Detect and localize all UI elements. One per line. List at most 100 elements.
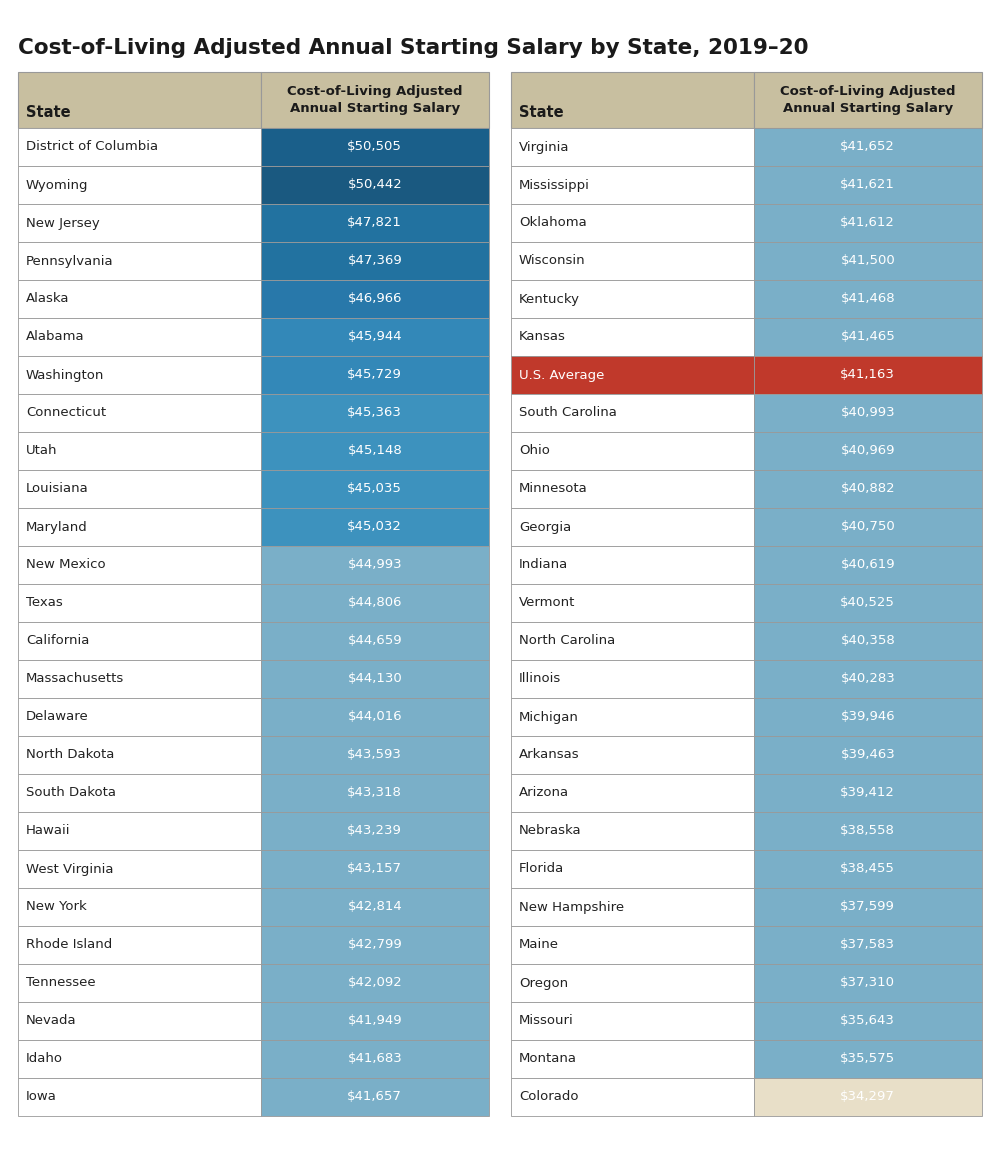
Text: $39,463: $39,463 — [840, 749, 895, 762]
Bar — [261, 280, 489, 318]
Text: $47,821: $47,821 — [347, 216, 402, 230]
Text: $40,358: $40,358 — [840, 635, 895, 648]
Bar — [18, 659, 261, 698]
Text: Montana: Montana — [519, 1053, 577, 1066]
Bar — [754, 850, 982, 888]
Text: $44,130: $44,130 — [347, 672, 402, 685]
Text: Oklahoma: Oklahoma — [519, 216, 587, 230]
Bar — [754, 698, 982, 736]
Bar — [754, 964, 982, 1002]
Text: $41,163: $41,163 — [840, 368, 895, 382]
Text: Vermont: Vermont — [519, 597, 575, 610]
Bar — [754, 128, 982, 166]
Bar — [261, 584, 489, 622]
Bar — [18, 546, 261, 584]
Text: $43,318: $43,318 — [347, 786, 402, 800]
Bar — [261, 394, 489, 432]
Text: $42,814: $42,814 — [347, 901, 402, 914]
Bar — [261, 812, 489, 850]
Text: Tennessee: Tennessee — [26, 976, 96, 989]
Text: Arkansas: Arkansas — [519, 749, 580, 762]
Bar — [754, 356, 982, 394]
Text: U.S. Average: U.S. Average — [519, 368, 604, 382]
Bar — [511, 394, 754, 432]
Text: Alabama: Alabama — [26, 331, 85, 344]
Bar — [511, 1002, 754, 1040]
Bar — [18, 204, 261, 241]
Text: $39,946: $39,946 — [840, 711, 895, 723]
Text: State: State — [519, 104, 564, 120]
Bar — [261, 318, 489, 356]
Text: $38,558: $38,558 — [840, 824, 895, 837]
Text: $44,659: $44,659 — [347, 635, 402, 648]
Text: $41,500: $41,500 — [840, 254, 895, 267]
Text: $34,297: $34,297 — [840, 1090, 895, 1103]
Text: Connecticut: Connecticut — [26, 406, 106, 419]
Bar — [511, 241, 754, 280]
Text: $37,310: $37,310 — [840, 976, 895, 989]
Bar — [511, 280, 754, 318]
Bar — [754, 280, 982, 318]
Text: Iowa: Iowa — [26, 1090, 57, 1103]
Bar — [754, 318, 982, 356]
Text: Louisiana: Louisiana — [26, 483, 89, 496]
Bar — [18, 1002, 261, 1040]
Bar — [261, 546, 489, 584]
Bar — [261, 1040, 489, 1079]
Bar — [754, 812, 982, 850]
Text: South Carolina: South Carolina — [519, 406, 617, 419]
Bar — [18, 1040, 261, 1079]
Text: $41,468: $41,468 — [840, 293, 895, 305]
Bar — [754, 1040, 982, 1079]
Text: District of Columbia: District of Columbia — [26, 140, 158, 153]
Text: $43,593: $43,593 — [347, 749, 402, 762]
Text: Kansas: Kansas — [519, 331, 566, 344]
Bar — [261, 128, 489, 166]
Text: $44,806: $44,806 — [348, 597, 402, 610]
Text: Mississippi: Mississippi — [519, 179, 590, 192]
Text: Georgia: Georgia — [519, 520, 571, 534]
Text: North Dakota: North Dakota — [26, 749, 114, 762]
Bar — [754, 926, 982, 964]
Text: Maine: Maine — [519, 938, 559, 952]
Text: $37,583: $37,583 — [840, 938, 895, 952]
Bar — [18, 241, 261, 280]
Bar — [754, 888, 982, 926]
Bar — [511, 659, 754, 698]
Bar — [261, 470, 489, 509]
Text: Indiana: Indiana — [519, 558, 568, 571]
Text: $46,966: $46,966 — [348, 293, 402, 305]
Bar — [511, 888, 754, 926]
Bar — [511, 622, 754, 659]
Bar — [18, 509, 261, 546]
Bar — [18, 280, 261, 318]
Bar — [18, 128, 261, 166]
Text: $39,412: $39,412 — [840, 786, 895, 800]
Bar — [261, 204, 489, 241]
Bar — [754, 432, 982, 470]
Bar — [18, 622, 261, 659]
Text: $40,750: $40,750 — [840, 520, 895, 534]
Text: New Jersey: New Jersey — [26, 216, 100, 230]
Bar — [511, 318, 754, 356]
Text: $47,369: $47,369 — [347, 254, 402, 267]
Text: Texas: Texas — [26, 597, 63, 610]
Text: $40,993: $40,993 — [840, 406, 895, 419]
Bar — [261, 964, 489, 1002]
Bar — [511, 698, 754, 736]
Bar — [261, 850, 489, 888]
Text: Maryland: Maryland — [26, 520, 88, 534]
Text: New Mexico: New Mexico — [26, 558, 106, 571]
Bar — [18, 166, 261, 204]
Text: $45,729: $45,729 — [347, 368, 402, 382]
Text: $45,032: $45,032 — [347, 520, 402, 534]
Text: Idaho: Idaho — [26, 1053, 63, 1066]
Bar — [18, 470, 261, 509]
Bar — [511, 964, 754, 1002]
Text: $37,599: $37,599 — [840, 901, 895, 914]
Text: $41,612: $41,612 — [840, 216, 895, 230]
Text: Colorado: Colorado — [519, 1090, 578, 1103]
Text: $41,652: $41,652 — [840, 140, 895, 153]
Text: $42,092: $42,092 — [347, 976, 402, 989]
Text: $38,455: $38,455 — [840, 863, 895, 875]
